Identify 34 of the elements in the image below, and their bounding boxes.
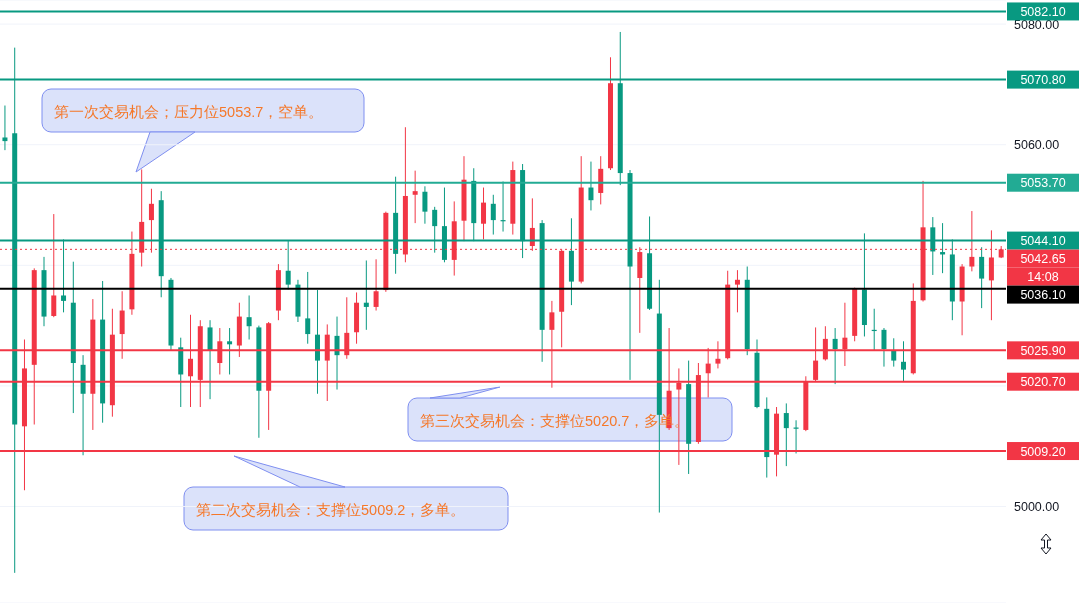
text: 14:08 [1027,270,1059,285]
candlestick [2,105,8,151]
candlestick [373,258,379,312]
candlestick [481,187,487,240]
candlestick [490,194,496,236]
candlestick [412,170,418,224]
candlestick [246,294,252,340]
ref-line-label: 5044.10 [1020,234,1066,249]
ref-line-label: 5009.20 [1020,444,1066,459]
y-tick-label: 5000.00 [1014,499,1060,514]
ref-line-label: 5036.10 [1020,288,1066,303]
candlestick [305,271,311,345]
ref-line-label: 5025.90 [1020,343,1066,358]
annotation: 第二次交易机会：支撑位5009.2，多单。 [196,502,466,518]
candlestick [979,246,985,309]
ref-line-label: 5070.80 [1020,73,1066,88]
candlestick [422,185,428,225]
candlestick [734,269,740,313]
candlestick [227,327,233,375]
ref-line-label: 5042.65 [1020,252,1066,267]
ref-line-label: 5020.70 [1020,375,1066,390]
ref-line-label: 5053.70 [1020,176,1066,191]
candlestick [588,161,594,211]
candlestick [881,327,887,368]
y-tick-label: 5060.00 [1014,138,1060,153]
candlestick [901,340,907,382]
ref-line-label: 5082.10 [1020,4,1066,19]
annotation: 第一次交易机会；压力位5053.7，空单。 [54,104,324,120]
y-tick-label: 5080.00 [1014,17,1060,32]
candlestick [363,260,369,331]
candlestick [832,327,838,385]
candlestick [891,337,897,368]
candlestick [783,402,789,467]
candlestick [207,319,213,400]
